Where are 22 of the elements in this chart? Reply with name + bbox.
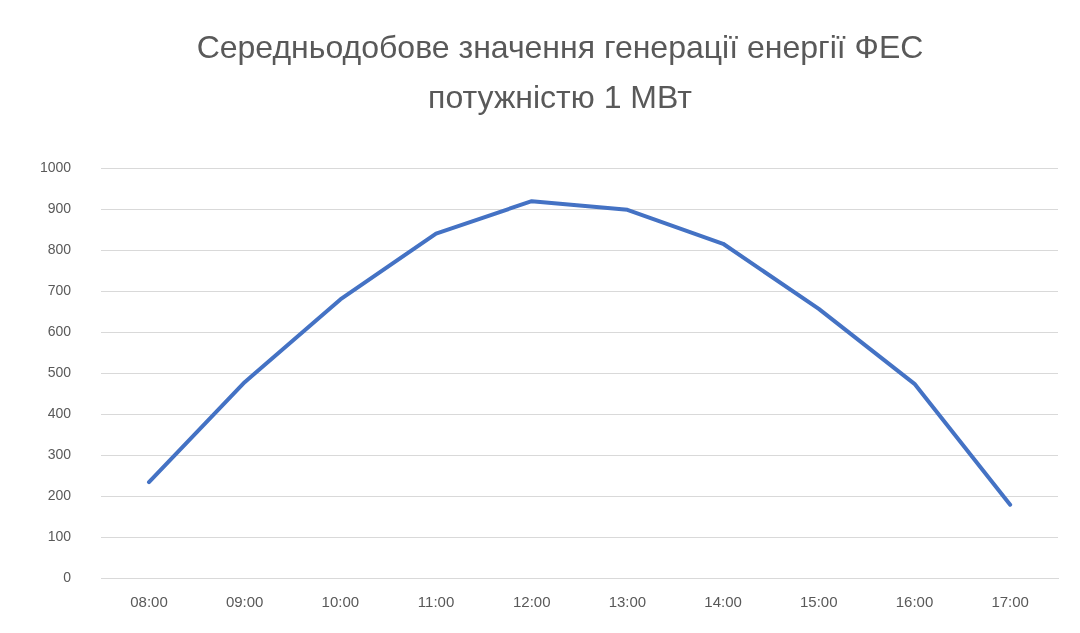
x-tick-label: 08:00	[130, 593, 168, 611]
x-tick-label: 15:00	[800, 593, 838, 611]
y-tick-label: 1000	[39, 159, 72, 176]
y-tick-label: 300	[47, 445, 72, 462]
y-tick-label: 200	[47, 486, 72, 503]
y-tick-label: 700	[47, 282, 72, 299]
y-tick-label: 0	[63, 568, 72, 585]
x-tick-label: 10:00	[321, 593, 360, 611]
x-tick-label: 17:00	[991, 593, 1029, 611]
y-tick-label: 500	[47, 364, 72, 381]
y-tick-label: 900	[47, 200, 72, 217]
x-tick-label: 11:00	[417, 593, 455, 611]
y-tick-label: 100	[47, 527, 72, 544]
y-tick-label: 400	[47, 405, 72, 422]
y-tick-label: 600	[47, 323, 72, 340]
x-tick-label: 14:00	[704, 593, 742, 611]
x-tick-label: 09:00	[225, 593, 264, 611]
chart-title: Середньодобове значення генерації енергії ФЕС потужністю 1 МВт	[195, 28, 925, 117]
x-tick-label: 12:00	[512, 593, 551, 611]
x-tick-label: 16:00	[895, 593, 934, 611]
y-tick-label: 800	[47, 241, 72, 258]
x-tick-label: 13:00	[608, 593, 647, 611]
